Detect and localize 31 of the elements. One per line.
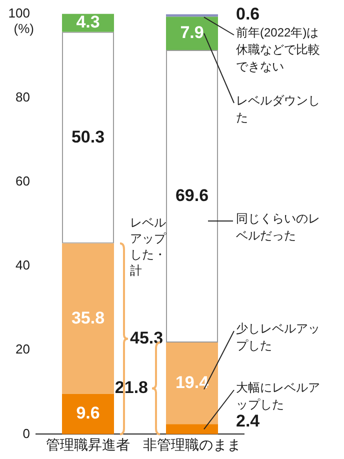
annotation: レベルアップした・計 — [130, 216, 167, 278]
series-label: 同じくらいのレベルだった — [236, 211, 320, 242]
y-tick-label: 80 — [16, 89, 30, 104]
data-label: 50.3 — [71, 127, 105, 146]
x-tick-label: 非管理職のまま — [143, 436, 241, 452]
x-tick-label: 管理職昇進者 — [46, 436, 130, 452]
series-label: 大幅にレベルアップした — [236, 380, 320, 412]
y-axis-title: (%) — [14, 20, 34, 36]
data-label: 0.6 — [236, 4, 260, 24]
y-tick-label: 20 — [16, 342, 30, 357]
bar — [166, 342, 218, 424]
bar — [166, 424, 218, 434]
bar — [62, 243, 114, 394]
bar — [62, 394, 114, 434]
bar — [166, 16, 218, 50]
text: レベルダウンした — [236, 93, 320, 124]
data-label: 19.4 — [175, 373, 210, 392]
bar — [166, 14, 218, 17]
data-label: 7.9 — [180, 23, 204, 42]
series-label: 前年(2022年)は休職などで比較できない — [236, 25, 320, 74]
data-label: 4.3 — [76, 12, 100, 32]
data-label: 2.4 — [236, 412, 260, 431]
data-label: 69.6 — [175, 186, 209, 205]
y-tick-label: 0 — [22, 426, 30, 441]
y-tick-label: 60 — [16, 174, 30, 189]
data-label: 9.6 — [76, 404, 100, 423]
annotation: 45.3 — [130, 328, 164, 348]
series-label: 少しレベルアップした — [236, 321, 320, 352]
y-tick-label: 40 — [16, 258, 30, 273]
y-tick-label: 100 — [8, 5, 30, 20]
data-label: 35.8 — [71, 308, 105, 328]
